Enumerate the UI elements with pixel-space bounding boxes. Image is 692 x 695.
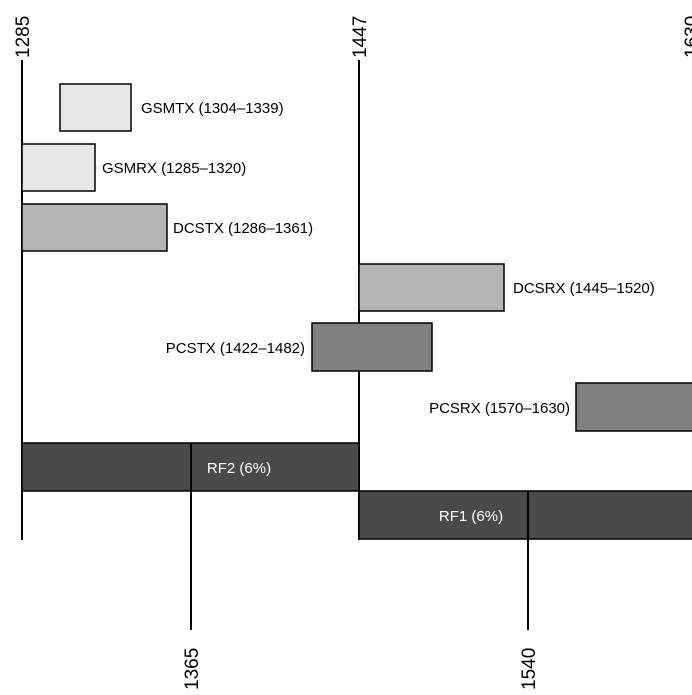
band-gsmrx bbox=[21, 143, 96, 192]
band-pcstx bbox=[311, 322, 433, 372]
band-dcstx-label: DCSTX (1286–1361) bbox=[173, 220, 313, 237]
band-gsmrx-label: GSMRX (1285–1320) bbox=[102, 160, 246, 177]
rf1-label: RF1 (6%) bbox=[439, 508, 503, 525]
tick-bottom-1540: 1540 bbox=[519, 648, 540, 690]
tick-top-1447: 1447 bbox=[350, 16, 371, 58]
band-gsmtx bbox=[59, 83, 132, 132]
band-dcsrx-label: DCSRX (1445–1520) bbox=[513, 280, 655, 297]
tick-top-1285: 1285 bbox=[13, 16, 34, 58]
band-dcsrx bbox=[358, 263, 505, 312]
rf2-label: RF2 (6%) bbox=[207, 460, 271, 477]
band-pcstx-label: PCSTX (1422–1482) bbox=[166, 340, 305, 357]
band-pcsrx-label: PCSRX (1570–1630) bbox=[429, 400, 570, 417]
tick-bottom-1365: 1365 bbox=[182, 648, 203, 690]
tick-top-1630: 1630 bbox=[682, 16, 692, 58]
rf1-bar bbox=[358, 490, 692, 540]
band-dcstx bbox=[21, 203, 168, 252]
band-pcsrx bbox=[575, 382, 692, 432]
band-gsmtx-label: GSMTX (1304–1339) bbox=[141, 100, 284, 117]
